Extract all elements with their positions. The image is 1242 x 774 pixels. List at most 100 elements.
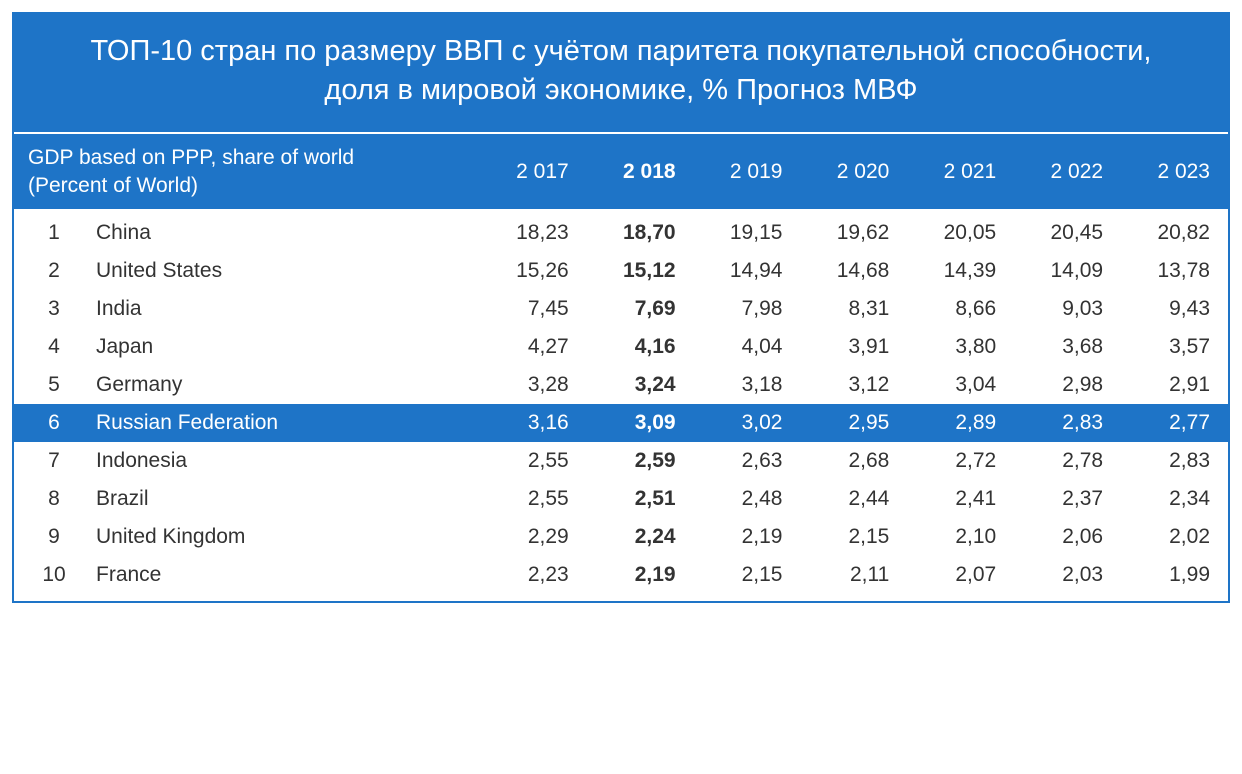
val-cell: 9,03 [1014, 290, 1121, 328]
rank-cell: 6 [14, 404, 86, 442]
val-cell: 3,68 [1014, 328, 1121, 366]
year-head-0: 2 017 [480, 133, 587, 209]
val-cell: 2,06 [1014, 518, 1121, 556]
val-cell: 2,55 [480, 480, 587, 518]
val-cell: 3,57 [1121, 328, 1228, 366]
val-cell: 18,70 [587, 209, 694, 252]
val-cell: 4,16 [587, 328, 694, 366]
val-cell: 2,51 [587, 480, 694, 518]
rank-cell: 9 [14, 518, 86, 556]
year-head-5: 2 022 [1014, 133, 1121, 209]
rank-cell: 3 [14, 290, 86, 328]
country-cell: United States [86, 252, 480, 290]
table-row: 2 United States 15,26 15,12 14,94 14,68 … [14, 252, 1228, 290]
rank-cell: 7 [14, 442, 86, 480]
rank-cell: 8 [14, 480, 86, 518]
val-cell: 8,66 [907, 290, 1014, 328]
rank-cell: 5 [14, 366, 86, 404]
val-cell: 13,78 [1121, 252, 1228, 290]
val-cell: 3,16 [480, 404, 587, 442]
country-cell: Germany [86, 366, 480, 404]
val-cell: 15,12 [587, 252, 694, 290]
val-cell: 2,29 [480, 518, 587, 556]
val-cell: 3,09 [587, 404, 694, 442]
country-cell: Russian Federation [86, 404, 480, 442]
val-cell: 2,41 [907, 480, 1014, 518]
year-head-3: 2 020 [800, 133, 907, 209]
val-cell: 2,48 [694, 480, 801, 518]
subhead-line2: (Percent of World) [28, 174, 198, 197]
val-cell: 2,23 [480, 556, 587, 601]
val-cell: 2,63 [694, 442, 801, 480]
val-cell: 4,04 [694, 328, 801, 366]
val-cell: 2,78 [1014, 442, 1121, 480]
val-cell: 14,39 [907, 252, 1014, 290]
gdp-table: GDP based on PPP, share of world (Percen… [14, 132, 1228, 601]
val-cell: 19,15 [694, 209, 801, 252]
rank-cell: 1 [14, 209, 86, 252]
val-cell: 7,45 [480, 290, 587, 328]
val-cell: 1,99 [1121, 556, 1228, 601]
val-cell: 8,31 [800, 290, 907, 328]
val-cell: 18,23 [480, 209, 587, 252]
val-cell: 3,28 [480, 366, 587, 404]
val-cell: 2,15 [800, 518, 907, 556]
val-cell: 2,15 [694, 556, 801, 601]
val-cell: 3,91 [800, 328, 907, 366]
val-cell: 2,68 [800, 442, 907, 480]
val-cell: 20,05 [907, 209, 1014, 252]
subhead-label: GDP based on PPP, share of world (Percen… [14, 133, 480, 209]
table-row: 5 Germany 3,28 3,24 3,18 3,12 3,04 2,98 … [14, 366, 1228, 404]
val-cell: 2,19 [587, 556, 694, 601]
val-cell: 2,89 [907, 404, 1014, 442]
val-cell: 2,95 [800, 404, 907, 442]
year-head-6: 2 023 [1121, 133, 1228, 209]
val-cell: 2,34 [1121, 480, 1228, 518]
val-cell: 2,19 [694, 518, 801, 556]
val-cell: 2,37 [1014, 480, 1121, 518]
table-row: 7 Indonesia 2,55 2,59 2,63 2,68 2,72 2,7… [14, 442, 1228, 480]
val-cell: 14,68 [800, 252, 907, 290]
country-cell: Japan [86, 328, 480, 366]
country-cell: Indonesia [86, 442, 480, 480]
year-head-2: 2 019 [694, 133, 801, 209]
val-cell: 15,26 [480, 252, 587, 290]
val-cell: 2,10 [907, 518, 1014, 556]
val-cell: 2,11 [800, 556, 907, 601]
val-cell: 14,09 [1014, 252, 1121, 290]
val-cell: 2,02 [1121, 518, 1228, 556]
val-cell: 3,18 [694, 366, 801, 404]
val-cell: 3,04 [907, 366, 1014, 404]
table-row-highlight: 6 Russian Federation 3,16 3,09 3,02 2,95… [14, 404, 1228, 442]
year-head-1: 2 018 [587, 133, 694, 209]
table-row: 10 France 2,23 2,19 2,15 2,11 2,07 2,03 … [14, 556, 1228, 601]
val-cell: 14,94 [694, 252, 801, 290]
val-cell: 2,59 [587, 442, 694, 480]
val-cell: 2,07 [907, 556, 1014, 601]
val-cell: 2,44 [800, 480, 907, 518]
val-cell: 2,91 [1121, 366, 1228, 404]
table-row: 9 United Kingdom 2,29 2,24 2,19 2,15 2,1… [14, 518, 1228, 556]
country-cell: United Kingdom [86, 518, 480, 556]
val-cell: 19,62 [800, 209, 907, 252]
rank-cell: 10 [14, 556, 86, 601]
val-cell: 2,83 [1121, 442, 1228, 480]
val-cell: 3,02 [694, 404, 801, 442]
country-cell: France [86, 556, 480, 601]
gdp-table-container: ТОП-10 стран по размеру ВВП с учётом пар… [12, 12, 1230, 603]
val-cell: 3,24 [587, 366, 694, 404]
val-cell: 9,43 [1121, 290, 1228, 328]
table-body: 1 China 18,23 18,70 19,15 19,62 20,05 20… [14, 209, 1228, 601]
table-row: 4 Japan 4,27 4,16 4,04 3,91 3,80 3,68 3,… [14, 328, 1228, 366]
val-cell: 2,77 [1121, 404, 1228, 442]
table-title: ТОП-10 стран по размеру ВВП с учётом пар… [14, 14, 1228, 132]
val-cell: 20,82 [1121, 209, 1228, 252]
val-cell: 3,80 [907, 328, 1014, 366]
rank-cell: 2 [14, 252, 86, 290]
val-cell: 2,72 [907, 442, 1014, 480]
country-cell: Brazil [86, 480, 480, 518]
val-cell: 20,45 [1014, 209, 1121, 252]
subhead-line1: GDP based on PPP, share of world [28, 146, 354, 169]
country-cell: China [86, 209, 480, 252]
table-row: 3 India 7,45 7,69 7,98 8,31 8,66 9,03 9,… [14, 290, 1228, 328]
